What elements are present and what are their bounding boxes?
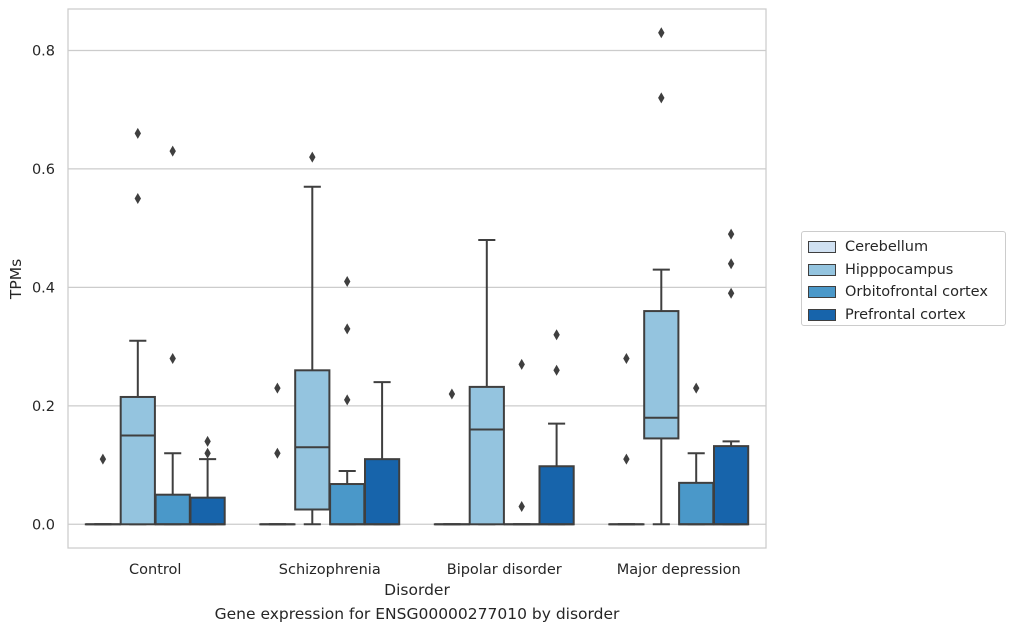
box-iqr <box>363 458 401 526</box>
box-hipppocampus-major-depression <box>643 27 680 526</box>
outlier-point <box>553 329 560 341</box>
x-tick-label: Major depression <box>617 562 741 578</box>
legend-item-orbitofrontal-cortex[interactable]: Orbitofrontal cortex <box>808 281 1005 304</box>
y-tick-label: 0.0 <box>32 517 55 533</box>
box-cerebellum-control <box>84 453 122 526</box>
legend: Cerebellum Hipppocampus Orbitofrontal co… <box>801 231 1006 326</box>
legend-label-prefrontal-cortex: Prefrontal cortex <box>845 306 966 323</box>
outlier-point <box>134 127 141 139</box>
box-hipppocampus-control <box>119 127 156 526</box>
outlier-point <box>727 228 735 240</box>
outlier-point <box>204 447 211 459</box>
outlier-point <box>169 352 176 364</box>
outlier-point <box>169 145 176 157</box>
y-tick-label: 0.2 <box>32 399 55 415</box>
legend-swatch-hippocampus <box>808 263 836 276</box>
x-tick-label: Control <box>129 562 181 578</box>
y-tick-label: 0.8 <box>32 43 55 59</box>
outlier-point <box>658 27 665 39</box>
box-iqr <box>189 496 226 526</box>
box-orbitofrontal-cortex-major-depression <box>678 382 715 526</box>
x-axis-label: Disorder <box>384 581 450 599</box>
box-plot-marks <box>84 27 750 526</box>
y-tick-label: 0.4 <box>32 280 55 296</box>
box-iqr <box>643 310 680 440</box>
outlier-point <box>309 151 316 163</box>
outlier-point <box>204 435 211 447</box>
outlier-point <box>344 275 351 287</box>
outlier-point <box>274 382 281 394</box>
outlier-point <box>344 394 351 406</box>
box-hipppocampus-schizophrenia <box>294 151 331 526</box>
outlier-point <box>344 323 351 335</box>
plot-area-frame <box>67 8 767 549</box>
box-prefrontal-cortex-control <box>189 435 226 526</box>
outlier-point <box>693 382 700 394</box>
legend-swatch-cerebellum <box>808 241 836 254</box>
legend-swatch-orbitofrontal-cortex <box>808 286 836 299</box>
y-axis-label: TPMs <box>7 259 25 300</box>
box-orbitofrontal-cortex-control <box>154 145 191 526</box>
box-cerebellum-schizophrenia <box>259 382 296 526</box>
box-orbitofrontal-cortex-schizophrenia <box>329 275 366 526</box>
box-prefrontal-cortex-bipolar-disorder <box>538 329 575 526</box>
outlier-point <box>518 501 525 513</box>
x-tick-label: Bipolar disorder <box>447 562 562 578</box>
legend-label-hippocampus: Hipppocampus <box>845 261 954 278</box>
box-orbitofrontal-cortex-bipolar-disorder <box>503 358 540 526</box>
y-tick-label: 0.6 <box>32 162 55 178</box>
x-tick-label: Schizophrenia <box>279 562 381 578</box>
box-cerebellum-major-depression <box>608 352 645 526</box>
box-iqr <box>538 465 575 526</box>
box-cerebellum-bipolar-disorder <box>433 388 471 526</box>
box-hipppocampus-bipolar-disorder <box>468 239 505 526</box>
figure-caption: Gene expression for ENSG00000277010 by d… <box>214 605 620 623</box>
outlier-point <box>99 453 107 465</box>
outlier-point <box>518 358 525 370</box>
legend-swatch-prefrontal-cortex <box>808 308 836 321</box>
legend-label-cerebellum: Cerebellum <box>845 239 929 256</box>
outlier-point <box>553 364 560 376</box>
legend-item-hippocampus[interactable]: Hipppocampus <box>808 259 1005 282</box>
legend-item-prefrontal-cortex[interactable]: Prefrontal cortex <box>808 304 1005 327</box>
legend-label-orbitofrontal-cortex: Orbitofrontal cortex <box>845 284 988 301</box>
outlier-point <box>727 258 735 270</box>
box-iqr <box>468 385 505 526</box>
outlier-point <box>658 92 665 104</box>
y-axis-ticks: 0.0 0.2 0.4 0.6 0.8 <box>32 43 55 533</box>
outlier-point <box>448 388 456 400</box>
x-axis-ticks: Control Schizophrenia Bipolar disorder Majo… <box>129 562 741 578</box>
outlier-point <box>727 287 735 299</box>
box-prefrontal-cortex-schizophrenia <box>363 381 401 526</box>
box-iqr <box>712 445 750 526</box>
outlier-point <box>623 453 630 465</box>
legend-item-cerebellum[interactable]: Cerebellum <box>808 236 1005 259</box>
box-iqr <box>154 493 191 526</box>
box-iqr <box>119 395 156 526</box>
outlier-point <box>274 447 281 459</box>
box-iqr <box>678 481 715 526</box>
outlier-point <box>134 193 141 205</box>
box-prefrontal-cortex-major-depression <box>712 228 750 526</box>
box-iqr <box>294 369 331 511</box>
outlier-point <box>623 352 630 364</box>
box-iqr <box>329 483 366 526</box>
